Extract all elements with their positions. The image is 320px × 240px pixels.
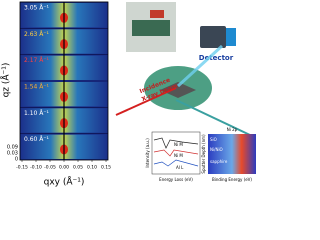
- trace: [153, 159, 199, 167]
- x-axis-label: Binding Energy (eV): [212, 177, 252, 182]
- y-tick-label: 0.03: [7, 151, 18, 157]
- x-tick-label: 0.05: [73, 165, 83, 171]
- y-tick-label: 0: [15, 157, 18, 163]
- x-tick-label: -0.15: [16, 165, 28, 171]
- strip-label: 1.54 Å⁻¹: [24, 84, 50, 91]
- x-tick-label: 0.10: [87, 165, 97, 171]
- heatmap: [208, 134, 256, 174]
- incident-beam: [115, 87, 177, 116]
- x-tick-label: 0.00: [59, 165, 69, 171]
- y-tick-label: 0.09: [7, 145, 18, 151]
- strip-label: 3.05 Å⁻¹: [24, 5, 50, 12]
- strip-label: 2.63 Å⁻¹: [24, 31, 50, 38]
- figure: 3.05 Å⁻¹ 2.63 Å⁻¹ 2.17 Å⁻¹ 1.54 Å⁻¹ 1.10 Å⁻¹…: [0, 1, 256, 188]
- map-title: Ni 2p: [227, 127, 238, 132]
- scattered-beam: [176, 44, 224, 88]
- trace-label: Ni M: [174, 153, 183, 158]
- sample: [160, 82, 196, 98]
- trace: [153, 149, 199, 157]
- trace-label: Ni M: [174, 142, 183, 147]
- photo-device: [132, 20, 170, 36]
- x-tick-label: -0.05: [44, 165, 56, 171]
- giwaxs-panel: 3.05 Å⁻¹ 2.63 Å⁻¹ 2.17 Å⁻¹ 1.54 Å⁻¹ 1.10 Å⁻¹…: [0, 1, 111, 188]
- y-axis-label: Intensity (a.u.): [145, 138, 150, 168]
- layer-label: sapphire: [210, 159, 228, 164]
- y-axis-label: qz (Å⁻¹): [0, 63, 12, 98]
- connector: [175, 99, 251, 136]
- strip-label: 2.17 Å⁻¹: [24, 57, 50, 64]
- detector-label: Detector: [199, 54, 234, 62]
- y-axis-label: Sputter Depth (nm): [201, 134, 206, 174]
- x-tick-label: 0.15: [101, 165, 111, 171]
- detector-box: [200, 26, 226, 48]
- layer-label: SiO: [210, 137, 217, 142]
- photo-part: [150, 10, 164, 18]
- spectra-panel: Ni M Ni M Al L Energy Loss (eV) Intensit…: [145, 131, 201, 182]
- trace-label: Al L: [176, 165, 184, 170]
- strip-label: 0.60 Å⁻¹: [24, 136, 50, 143]
- trace: [153, 137, 199, 149]
- layer-label: Ni/NiO: [210, 147, 223, 152]
- x-axis-label: Energy Loss (eV): [159, 177, 193, 182]
- depth-map-panel: Ni 2p SiO Ni/NiO sapphire Binding Energy…: [201, 127, 256, 182]
- x-axis-label: qxy (Å⁻¹): [44, 176, 85, 188]
- strip-label: 1.10 Å⁻¹: [24, 110, 50, 117]
- detector-face: [226, 28, 236, 46]
- x-tick-label: -0.10: [30, 165, 42, 171]
